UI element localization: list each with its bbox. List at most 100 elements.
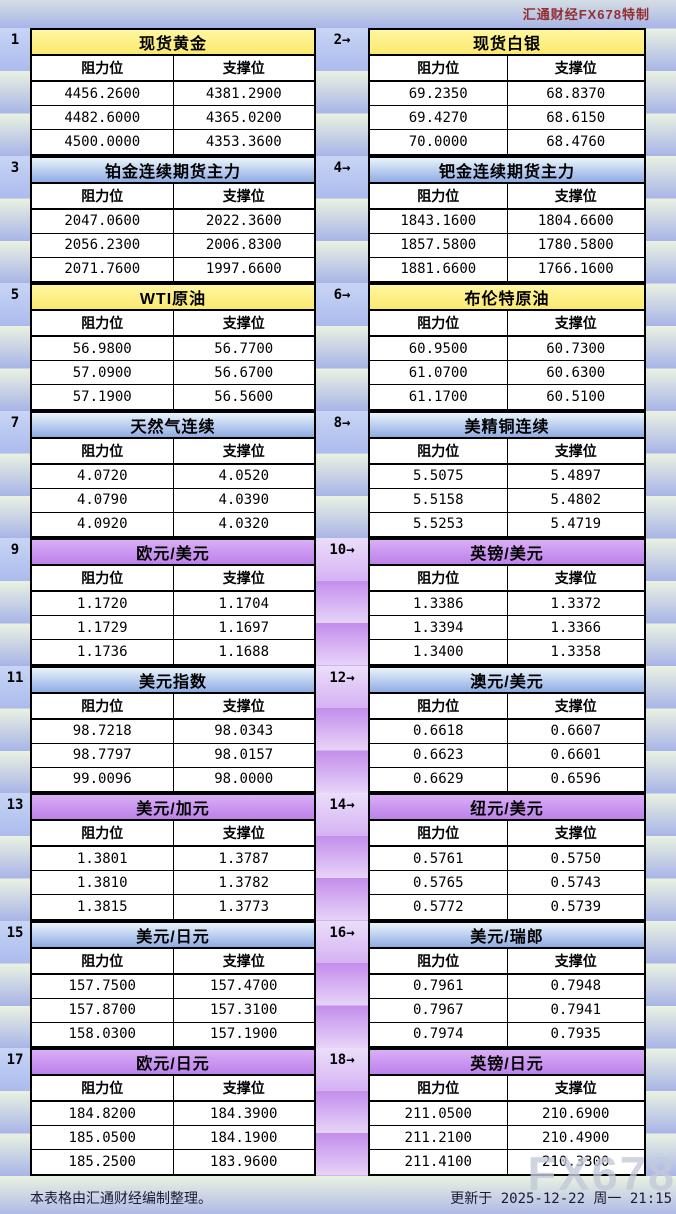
resistance-value: 0.5761 <box>412 850 464 867</box>
panel-number-label: 12→ <box>316 665 368 708</box>
level-row: 1.1736 1.1688 <box>32 640 315 664</box>
support-column-header: 支撑位 <box>172 56 315 80</box>
support-column-header: 支撑位 <box>506 183 645 208</box>
resistance-value: 56.9800 <box>72 340 132 357</box>
support-value: 1.1697 <box>172 616 315 640</box>
panel-number-label: 5 <box>0 283 30 326</box>
support-value: 1997.6600 <box>172 257 315 282</box>
panel-number-label: 10→ <box>316 538 368 581</box>
instrument-panel: 纽元/美元 阻力位 支撑位 0.5761 0.5750 0.5765 0.574… <box>368 793 646 921</box>
support-value: 0.5750 <box>506 847 645 871</box>
resistance-value: 99.0096 <box>72 771 132 788</box>
panel-title: 美精铜连续 <box>370 412 644 439</box>
support-value: 210.6900 <box>506 1102 645 1126</box>
level-row: 99.0096 98.0000 <box>32 767 315 792</box>
panel-number-label: 7 <box>0 410 30 453</box>
support-value: 5.4897 <box>506 464 645 488</box>
support-column-header: 支撑位 <box>172 566 315 590</box>
support-value: 1.3366 <box>506 616 645 640</box>
support-value: 68.4760 <box>506 130 645 154</box>
instrument-panel: 美元/日元 阻力位 支撑位 157.7500 157.4700 157.8700… <box>30 920 316 1048</box>
support-value: 56.7700 <box>172 337 315 361</box>
level-row: 4.0920 4.0320 <box>32 512 314 537</box>
instrument-panel: WTI原油 阻力位 支撑位 56.9800 56.7700 57.0900 56… <box>30 283 316 411</box>
support-value: 98.0343 <box>172 719 315 743</box>
resistance-value: 5.5158 <box>412 492 464 509</box>
level-row: 1.3394 1.3366 <box>370 616 645 641</box>
instrument-panel: 美元指数 阻力位 支撑位 98.7218 98.0343 98.7797 98.… <box>30 665 316 793</box>
panel-title: 现货白银 <box>370 30 644 56</box>
resistance-value: 4.0790 <box>76 492 128 509</box>
level-row: 184.8200 184.3900 <box>32 1102 314 1127</box>
resistance-value: 185.0500 <box>68 1129 136 1146</box>
support-value: 4365.0200 <box>172 106 315 130</box>
support-value: 98.0000 <box>172 767 315 792</box>
panel-number-label: 9 <box>0 538 30 581</box>
resistance-value: 157.8700 <box>68 1002 136 1019</box>
instrument-panel: 英镑/日元 阻力位 支撑位 211.0500 210.6900 211.2100… <box>368 1048 646 1176</box>
support-value: 0.6607 <box>506 719 645 743</box>
panel-number-label: 1 <box>0 28 30 71</box>
support-value: 1780.5800 <box>506 233 645 257</box>
resistance-column-header: 阻力位 <box>417 698 460 715</box>
resistance-value: 0.6623 <box>412 747 464 764</box>
support-value: 1804.6600 <box>506 209 645 233</box>
panel-title: 铂金连续期货主力 <box>32 157 314 184</box>
panel-title: 现货黄金 <box>32 30 314 56</box>
level-row: 211.4100 210.3300 <box>370 1150 644 1174</box>
panel-number-label: 13 <box>0 793 30 836</box>
support-value: 0.5739 <box>506 895 645 919</box>
panel-header-row: 阻力位 支撑位 <box>32 948 314 975</box>
level-row: 0.6618 0.6607 <box>370 719 645 744</box>
support-value: 0.5743 <box>506 871 645 895</box>
level-row: 0.7974 0.7935 <box>370 1022 645 1047</box>
resistance-value: 2071.7600 <box>64 261 141 278</box>
support-value: 60.5100 <box>506 385 645 409</box>
panel-number-label: 16→ <box>316 920 368 963</box>
resistance-value: 61.0700 <box>408 364 468 381</box>
support-value: 60.7300 <box>506 337 645 361</box>
panel-title: 美元/日元 <box>32 922 314 949</box>
support-column-header: 支撑位 <box>172 183 315 208</box>
level-row: 4482.6000 4365.0200 <box>32 106 315 131</box>
support-column-header: 支撑位 <box>506 948 645 973</box>
level-row: 0.5761 0.5750 <box>370 847 645 872</box>
panel-title: 天然气连续 <box>32 412 314 439</box>
support-value: 0.6601 <box>506 743 645 767</box>
support-column-header: 支撑位 <box>506 438 645 463</box>
instrument-panel: 欧元/美元 阻力位 支撑位 1.1720 1.1704 1.1729 1.169… <box>30 538 316 666</box>
panel-title: 英镑/美元 <box>370 540 644 566</box>
support-value: 0.7935 <box>506 1022 645 1047</box>
level-row: 0.6629 0.6596 <box>370 767 645 792</box>
resistance-column-header: 阻力位 <box>81 826 124 842</box>
panel-number-label: 14→ <box>316 793 368 836</box>
support-value: 1.1688 <box>172 640 315 664</box>
resistance-value: 1857.5800 <box>400 237 477 254</box>
resistance-value: 0.6618 <box>412 723 464 740</box>
level-row: 98.7797 98.0157 <box>32 743 314 768</box>
support-value: 0.6596 <box>506 767 645 792</box>
level-row: 0.5772 0.5739 <box>370 895 645 919</box>
resistance-value: 0.6629 <box>412 771 464 788</box>
support-column-header: 支撑位 <box>172 438 315 463</box>
resistance-value: 2047.0600 <box>64 213 141 230</box>
support-value: 1.3787 <box>172 847 315 871</box>
resistance-column-header: 阻力位 <box>81 698 124 715</box>
resistance-value: 1881.6600 <box>400 261 477 278</box>
panel-header-row: 阻力位 支撑位 <box>370 438 645 465</box>
support-value: 2022.3600 <box>172 209 315 233</box>
support-value: 0.7941 <box>506 998 645 1022</box>
support-value: 5.4719 <box>506 512 645 537</box>
level-row: 1.1729 1.1697 <box>32 616 315 641</box>
support-value: 56.6700 <box>172 361 315 385</box>
support-column-header: 支撑位 <box>506 311 645 335</box>
support-value: 68.6150 <box>506 106 645 130</box>
resistance-column-header: 阻力位 <box>81 953 124 970</box>
resistance-value: 211.0500 <box>404 1105 472 1122</box>
level-row: 0.7961 0.7948 <box>370 974 644 999</box>
instrument-panel: 美精铜连续 阻力位 支撑位 5.5075 5.4897 5.5158 5.480… <box>368 410 646 538</box>
support-value: 157.1900 <box>172 1022 315 1047</box>
panel-header-row: 阻力位 支撑位 <box>370 821 644 847</box>
resistance-value: 0.5765 <box>412 874 464 891</box>
instrument-panel: 现货白银 阻力位 支撑位 69.2350 68.8370 69.4270 68.… <box>368 28 646 156</box>
